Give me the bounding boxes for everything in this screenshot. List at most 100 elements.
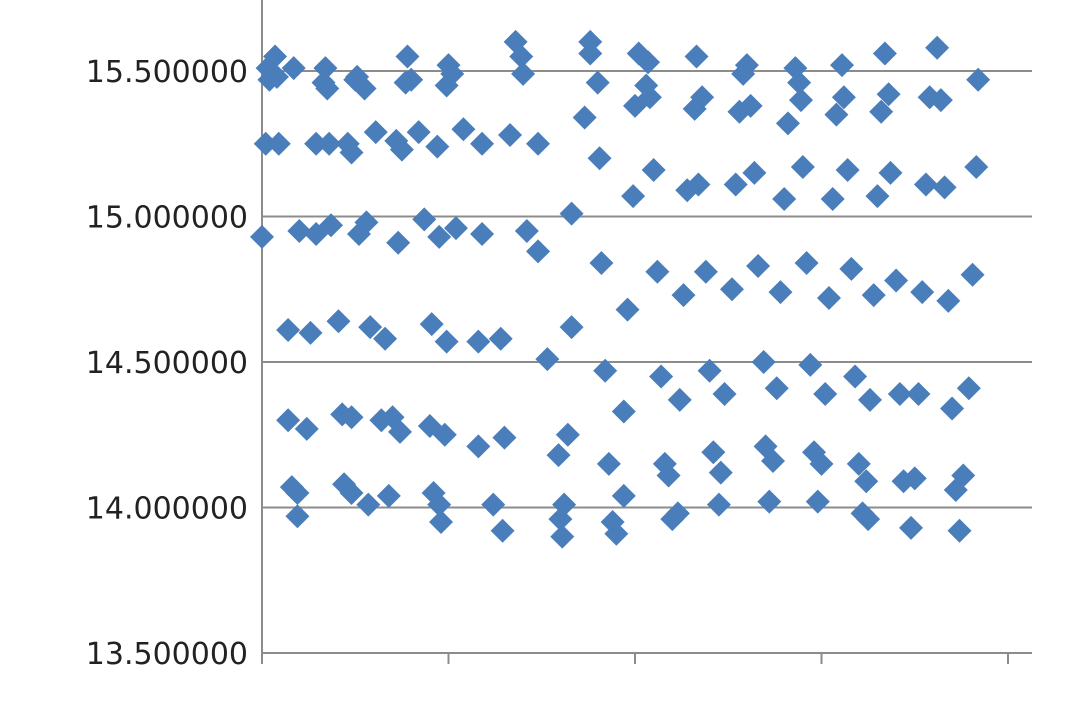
data-point	[956, 376, 981, 401]
data-point	[751, 350, 776, 374]
data-point	[854, 469, 879, 494]
data-point	[356, 492, 381, 517]
data-point	[490, 518, 515, 543]
data-point	[552, 492, 577, 517]
data-point	[787, 70, 812, 95]
data-point	[399, 67, 424, 92]
data-point	[686, 172, 711, 197]
data-point	[427, 224, 452, 249]
data-point	[285, 480, 310, 505]
data-point	[304, 131, 329, 156]
data-points	[250, 29, 991, 549]
data-point	[339, 480, 364, 505]
data-point	[352, 76, 377, 101]
data-point	[526, 239, 551, 264]
data-point	[395, 44, 420, 69]
data-point	[820, 187, 845, 212]
data-point	[772, 187, 797, 212]
data-point	[809, 451, 834, 476]
data-point	[339, 140, 364, 165]
data-point	[936, 288, 961, 313]
data-point	[656, 463, 681, 488]
data-point	[313, 56, 338, 81]
data-point	[339, 405, 364, 430]
data-point	[412, 207, 437, 232]
data-point	[761, 448, 786, 473]
data-point	[425, 134, 450, 159]
data-point	[641, 157, 666, 182]
data-point	[281, 56, 306, 81]
data-point	[285, 504, 310, 529]
data-point	[326, 309, 351, 334]
data-point	[667, 387, 692, 412]
data-point	[746, 253, 771, 278]
data-point	[671, 283, 696, 308]
data-point	[846, 451, 871, 476]
data-point	[684, 44, 709, 69]
data-point	[276, 408, 301, 433]
data-point	[419, 312, 444, 337]
data-point	[509, 44, 534, 69]
data-point	[481, 492, 506, 517]
data-point	[315, 76, 340, 101]
data-point	[794, 251, 819, 276]
data-point	[876, 82, 901, 107]
data-point	[317, 131, 342, 156]
data-point	[432, 422, 457, 447]
data-point	[775, 111, 800, 136]
data-point	[466, 329, 491, 354]
data-point	[526, 131, 551, 156]
data-point	[742, 160, 767, 185]
data-point	[910, 280, 935, 305]
data-point	[572, 105, 597, 130]
data-point	[872, 41, 897, 66]
data-point	[589, 251, 614, 276]
data-point	[697, 358, 722, 383]
data-point	[555, 422, 580, 447]
data-point	[887, 382, 912, 407]
data-point	[798, 352, 823, 377]
data-point	[386, 230, 411, 255]
data-point	[790, 155, 815, 180]
data-point	[535, 347, 560, 372]
data-point	[466, 434, 491, 459]
data-point	[250, 224, 274, 249]
y-tick-label: 15.500000	[86, 55, 248, 90]
data-point	[738, 93, 763, 118]
data-point	[604, 521, 629, 546]
data-point	[788, 88, 813, 113]
data-point	[824, 102, 849, 127]
x-ticks	[261, 653, 1009, 664]
data-point	[693, 259, 718, 284]
data-point	[831, 85, 856, 110]
data-point	[768, 280, 793, 305]
data-point	[389, 137, 414, 162]
data-point	[550, 524, 575, 549]
data-point	[492, 425, 517, 450]
data-point	[723, 172, 748, 197]
data-point	[701, 440, 726, 465]
y-tick-label: 14.000000	[86, 492, 248, 527]
data-point	[843, 364, 868, 389]
data-point	[813, 382, 838, 407]
data-point	[869, 99, 894, 124]
data-point	[951, 463, 976, 488]
data-point	[708, 460, 733, 485]
data-point	[253, 131, 278, 156]
data-point	[559, 315, 584, 340]
data-point	[406, 120, 431, 145]
data-point	[913, 172, 938, 197]
data-point	[443, 216, 468, 241]
data-point	[427, 492, 452, 517]
data-point	[559, 201, 584, 226]
axes	[261, 0, 1032, 663]
data-point	[263, 44, 288, 69]
data-point	[264, 64, 289, 89]
data-point	[593, 358, 618, 383]
data-point	[546, 443, 571, 468]
data-point	[857, 387, 882, 412]
data-point	[470, 221, 495, 246]
data-point	[511, 61, 536, 86]
data-point	[861, 283, 886, 308]
